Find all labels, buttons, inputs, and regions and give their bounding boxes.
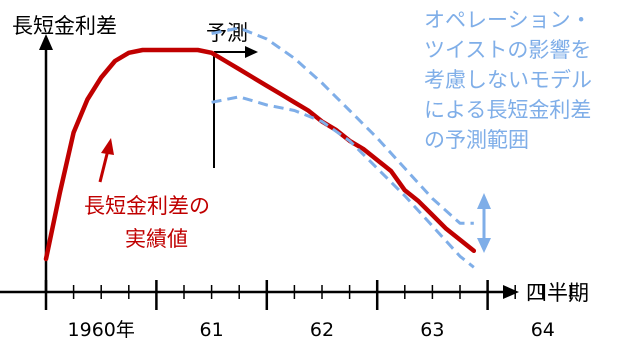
x-tick-labels: 1960年 61 62 63 64 (68, 319, 555, 338)
forecast-marker: 予測 (206, 21, 258, 168)
forecast-band-line (211, 95, 475, 269)
band-width-arrow-up (477, 193, 491, 209)
x-tick-label: 1960年 (68, 319, 135, 338)
x-tick-label: 62 (310, 319, 334, 338)
band-annotation-line: の予測範囲 (424, 128, 529, 152)
actual-series-line (43, 47, 477, 262)
band-annotation-line: オペレーション・ (424, 8, 592, 32)
axes (0, 34, 572, 310)
band-annotation-line: 考慮しないモデル (424, 68, 592, 92)
band-width-indicator (477, 193, 491, 253)
x-tick-label: 63 (420, 319, 444, 338)
y-axis-label: 長短金利差 (12, 14, 117, 38)
x-tick-label: 64 (531, 319, 555, 338)
actual-annotation-line1: 長短金利差の (84, 194, 210, 218)
band-annotation-line: による長短金利差 (424, 98, 591, 122)
y-axis-arrowhead (39, 34, 53, 50)
band-annotation-line: ツイストの影響を (424, 38, 591, 62)
actual-annotation-pointer (98, 149, 110, 183)
band-width-arrow-down (477, 238, 491, 253)
x-tick-label: 61 (200, 319, 224, 338)
forecast-arrowhead (245, 46, 258, 58)
actual-annotation-arrowhead (101, 138, 114, 155)
actual-annotation: 長短金利差の 実績値 (84, 138, 210, 251)
x-axis-arrowhead (503, 285, 519, 299)
x-axis-ticks (44, 280, 572, 310)
x-axis-label: 四半期 (526, 281, 589, 305)
actual-annotation-line2: 実績値 (125, 227, 188, 251)
series-layer (43, 26, 477, 269)
forecast-band-line (211, 26, 474, 225)
